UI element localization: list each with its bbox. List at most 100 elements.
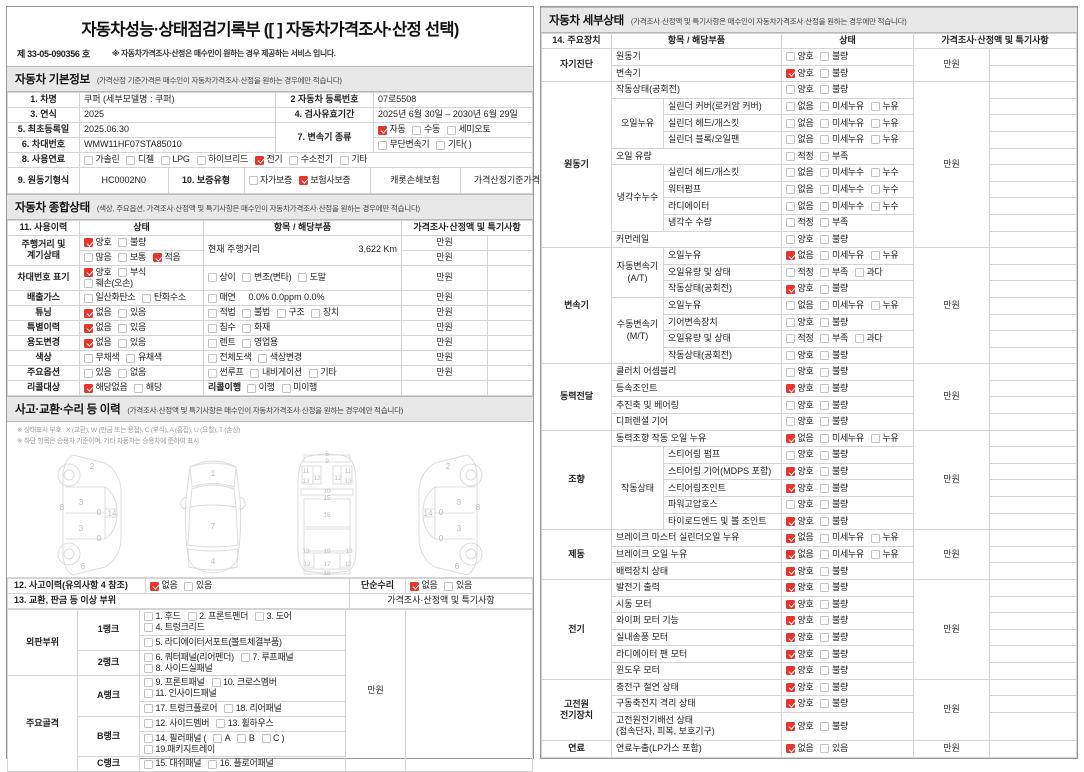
detail-state-option[interactable]: 양호 (786, 649, 814, 660)
checkbox-box[interactable] (276, 308, 286, 318)
detail-state-options[interactable]: 양호 불량 (781, 628, 914, 647)
detail-state-option[interactable]: 미세누수 (820, 167, 864, 178)
detail-note[interactable] (989, 413, 1077, 431)
checkbox-box[interactable] (786, 516, 795, 526)
detail-note[interactable] (989, 330, 1077, 348)
item-option[interactable]: 장치 (311, 307, 339, 318)
checkbox-box[interactable] (870, 185, 880, 195)
checkbox-box[interactable] (786, 384, 795, 394)
detail-note[interactable] (989, 512, 1077, 531)
row-item-options[interactable]: 렌트 영업용 (203, 335, 402, 351)
part-option[interactable]: 4. 트렁크리드 (144, 622, 205, 633)
detail-note[interactable] (989, 562, 1077, 580)
detail-state-option[interactable]: 불량 (820, 51, 848, 62)
detail-state-option[interactable]: 누유 (870, 549, 899, 560)
fuel-options[interactable]: 가솔린 디젤 LPG 하이브리드 전기 수소전기 기타 (79, 152, 533, 168)
part-option[interactable]: 19.패키지트레이 (144, 744, 215, 755)
checkbox-box[interactable] (786, 666, 795, 676)
checkbox-box[interactable] (144, 719, 153, 729)
row-item-options[interactable]: 리콜이행 이행 미이행 (203, 380, 402, 396)
detail-state-option[interactable]: 양호 (786, 449, 814, 460)
detail-note[interactable] (989, 645, 1077, 663)
part-option[interactable]: 2. 프론트펜더 (187, 611, 248, 622)
checkbox-box[interactable] (208, 273, 217, 283)
detail-state-options[interactable]: 없음 미세누수 누수 (781, 164, 914, 182)
detail-state-option[interactable]: 미세누유 (820, 134, 864, 145)
detail-state-option[interactable]: 누유 (870, 134, 899, 145)
checkbox-box[interactable] (820, 633, 830, 643)
checkbox-box[interactable] (820, 400, 830, 410)
checkbox-box[interactable] (820, 682, 830, 692)
detail-state-option[interactable]: 불량 (820, 416, 848, 427)
state-option[interactable]: 있음 (118, 337, 146, 348)
detail-note[interactable] (989, 529, 1077, 547)
checkbox-box[interactable] (298, 175, 308, 185)
detail-state-options[interactable]: 없음 있음 (781, 739, 914, 759)
detail-note[interactable] (989, 446, 1077, 464)
fuel-option[interactable]: 기타 (339, 154, 368, 165)
detail-state-option[interactable]: 불량 (820, 566, 848, 577)
detail-state-option[interactable]: 없음 (786, 549, 814, 560)
checkbox-box[interactable] (786, 599, 795, 609)
checkbox-box[interactable] (208, 338, 217, 348)
checkbox-box[interactable] (786, 417, 795, 427)
checkbox-box[interactable] (820, 317, 830, 327)
parts-options[interactable]: 14. 필러패널 (A B C ) 19.패키지트레이 (139, 730, 346, 758)
mileage-option[interactable]: 불량 (118, 237, 146, 248)
checkbox-box[interactable] (820, 649, 830, 659)
checkbox-box[interactable] (820, 500, 830, 510)
detail-state-options[interactable]: 양호 불량 (781, 711, 914, 741)
checkbox-box[interactable] (786, 350, 795, 360)
detail-note[interactable] (989, 197, 1077, 215)
detail-state-option[interactable]: 양호 (786, 615, 814, 626)
detail-state-option[interactable]: 양호 (786, 383, 814, 394)
detail-state-option[interactable]: 없음 (786, 743, 814, 754)
detail-state-options[interactable]: 없음 미세누수 누수 (781, 197, 914, 215)
checkbox-box[interactable] (237, 733, 247, 743)
detail-state-option[interactable]: 부족 (820, 333, 848, 344)
detail-note[interactable] (989, 213, 1077, 232)
part-option[interactable]: 11. 인사이드패널 (144, 688, 217, 699)
checkbox-box[interactable] (84, 293, 93, 303)
detail-state-option[interactable]: 없음 (786, 201, 814, 212)
checkbox-box[interactable] (820, 151, 830, 161)
checkbox-box[interactable] (786, 721, 795, 731)
part-option[interactable]: 17. 트렁크플로어 (144, 703, 218, 714)
checkbox-box[interactable] (786, 334, 795, 344)
checkbox-box[interactable] (820, 417, 830, 427)
row-item-options[interactable]: 전체도색 색상변경 (203, 350, 402, 366)
transmission-option[interactable]: 기타( ) (436, 139, 472, 150)
detail-note[interactable] (989, 81, 1077, 99)
detail-note[interactable] (989, 739, 1077, 759)
checkbox-box[interactable] (870, 201, 880, 211)
checkbox-box[interactable] (261, 733, 271, 743)
detail-state-option[interactable]: 양호 (786, 317, 814, 328)
detail-state-option[interactable]: 없음 (786, 532, 814, 543)
detail-state-options[interactable]: 적정 부족 (781, 213, 914, 232)
transmission-option[interactable]: 세미오토 (446, 124, 491, 135)
checkbox-box[interactable] (820, 301, 830, 311)
detail-state-options[interactable]: 양호 불량 (781, 48, 914, 66)
detail-state-option[interactable]: 누유 (870, 101, 899, 112)
accident-history-options[interactable]: 없음 있음 (145, 578, 350, 595)
checkbox-box[interactable] (786, 744, 795, 754)
detail-state-option[interactable]: 양호 (786, 51, 814, 62)
detail-state-options[interactable]: 양호 불량 (781, 579, 914, 597)
checkbox-box[interactable] (820, 450, 830, 460)
checkbox-box[interactable] (84, 383, 93, 393)
detail-state-option[interactable]: 양호 (786, 721, 814, 732)
detail-state-options[interactable]: 양호 불량 (781, 64, 914, 83)
item-option[interactable]: 구조 (276, 307, 305, 318)
warranty-option[interactable]: 보험사보증 (298, 175, 351, 186)
detail-state-option[interactable]: 불량 (820, 721, 848, 732)
detail-state-option[interactable]: 부족 (820, 267, 848, 278)
detail-state-option[interactable]: 없음 (786, 300, 814, 311)
checkbox-box[interactable] (196, 155, 206, 165)
detail-state-options[interactable]: 양호 불량 (781, 661, 914, 680)
detail-state-option[interactable]: 양호 (786, 416, 814, 427)
checkbox-box[interactable] (84, 323, 93, 333)
detail-note[interactable] (989, 711, 1077, 741)
detail-state-options[interactable]: 양호 불량 (781, 446, 914, 464)
detail-state-option[interactable]: 없음 (786, 101, 814, 112)
checkbox-box[interactable] (213, 733, 223, 743)
